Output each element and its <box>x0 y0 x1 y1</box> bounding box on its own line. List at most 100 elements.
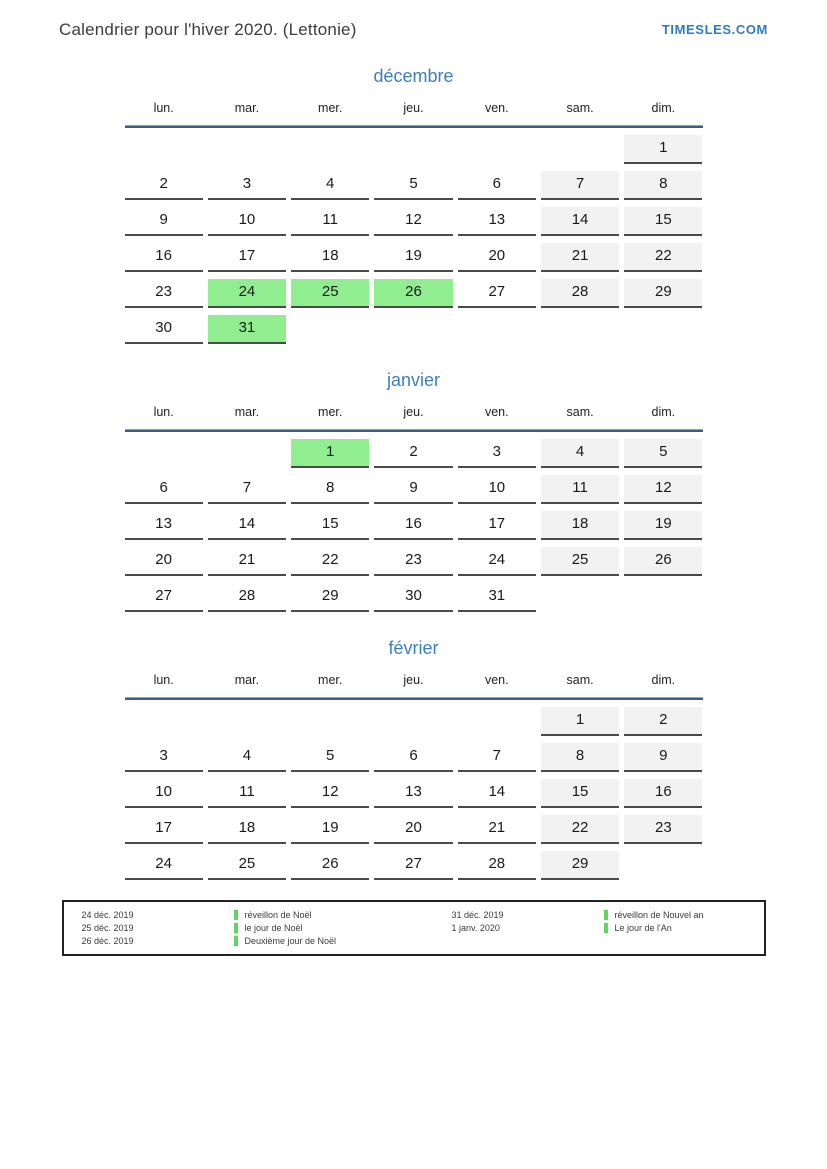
legend-label: Deuxième jour de Noël <box>244 935 337 946</box>
legend-date: 31 déc. 2019 <box>451 909 504 920</box>
day-cell: 2 <box>624 707 703 736</box>
day-cell: 26 <box>624 547 703 576</box>
holiday-marker-icon <box>603 922 608 933</box>
weekday-label: dim. <box>651 673 676 687</box>
legend-entry: 31 déc. 2019 réveillon de Nouvel an <box>434 908 764 921</box>
legend-column: 31 déc. 2019 réveillon de Nouvel an 1 janv… <box>434 908 764 947</box>
day-cell: 19 <box>624 511 703 540</box>
day-cell: 14 <box>540 207 620 236</box>
day-cell: 9 <box>124 207 203 236</box>
weekday-label: mar. <box>234 405 260 419</box>
day-cell: 8 <box>291 475 370 504</box>
weekday-label: sam. <box>566 673 594 687</box>
day-cell: 13 <box>374 779 453 808</box>
day-cell: 28 <box>207 583 287 612</box>
weekday-header: lun. mar. mer. jeu. ven. sam. dim. <box>125 673 703 697</box>
day-cell: 23 <box>374 547 453 576</box>
day-cell: 27 <box>374 851 453 880</box>
day-cell-empty <box>624 583 702 612</box>
day-cell: 26 <box>291 851 370 880</box>
day-cell: 16 <box>624 779 703 808</box>
month-title: janvier <box>386 370 441 390</box>
day-cell-empty <box>291 315 369 344</box>
legend-date: 26 déc. 2019 <box>81 935 134 946</box>
day-cell: 22 <box>624 243 703 272</box>
weekday-label: dim. <box>651 101 676 115</box>
page-title: Calendrier pour l'hiver 2020. (Lettonie) <box>59 20 357 39</box>
day-cell: 7 <box>540 171 620 200</box>
day-cell: 9 <box>374 475 453 504</box>
day-cell: 30 <box>124 315 203 344</box>
day-cell: 17 <box>457 511 536 540</box>
weekday-label: lun. <box>153 673 174 687</box>
day-cell: 29 <box>291 583 370 612</box>
month-grid: 1 2 3 4 5 6 7 8 9 10 11 12 13 14 15 16 17 18 19 20 21 22 23 24 2… <box>124 707 703 880</box>
day-cell: 3 <box>207 171 287 200</box>
day-cell: 14 <box>457 779 536 808</box>
day-cell-empty <box>125 135 203 164</box>
day-cell-empty <box>208 439 286 468</box>
day-cell: 25 <box>540 547 620 576</box>
day-cell-empty <box>374 315 452 344</box>
legend-entry: 25 déc. 2019 le jour de Noël <box>64 921 434 934</box>
day-cell: 26 <box>374 279 453 308</box>
legend-column: 24 déc. 2019 réveillon de Noël 25 déc. 201… <box>64 908 434 947</box>
day-cell: 8 <box>624 171 703 200</box>
weekday-label: jeu. <box>403 673 424 687</box>
holiday-marker-icon <box>233 909 238 920</box>
day-cell-empty <box>374 135 452 164</box>
day-cell: 23 <box>624 815 703 844</box>
holiday-marker-icon <box>603 909 608 920</box>
weekday-label: ven. <box>484 405 509 419</box>
day-cell: 3 <box>457 439 536 468</box>
weekday-separator <box>124 697 703 700</box>
day-cell: 20 <box>457 243 536 272</box>
weekday-label: lun. <box>153 405 174 419</box>
day-cell: 10 <box>457 475 536 504</box>
weekday-label: mar. <box>234 673 260 687</box>
day-cell: 1 <box>291 439 370 468</box>
weekday-label: jeu. <box>403 101 424 115</box>
brand-link[interactable]: TIMESLES.COM <box>661 22 768 37</box>
day-cell: 19 <box>374 243 453 272</box>
day-cell-empty <box>624 851 702 880</box>
weekday-label: sam. <box>566 101 594 115</box>
weekday-label: mer. <box>318 673 343 687</box>
day-cell: 22 <box>540 815 620 844</box>
day-cell: 16 <box>124 243 203 272</box>
holiday-marker-icon <box>233 935 238 946</box>
day-cell: 5 <box>374 171 453 200</box>
day-cell-empty <box>624 315 702 344</box>
day-cell: 28 <box>540 279 620 308</box>
day-cell: 12 <box>624 475 703 504</box>
day-cell-empty <box>125 707 203 736</box>
day-cell-empty <box>541 135 619 164</box>
day-cell: 31 <box>457 583 536 612</box>
legend-date: 1 janv. 2020 <box>451 922 500 933</box>
holiday-marker-icon <box>233 922 238 933</box>
day-cell: 18 <box>207 815 287 844</box>
day-cell: 24 <box>457 547 536 576</box>
day-cell: 10 <box>124 779 203 808</box>
legend-date: 24 déc. 2019 <box>81 909 134 920</box>
day-cell: 11 <box>291 207 370 236</box>
weekday-label: mar. <box>234 101 260 115</box>
day-cell: 7 <box>457 743 536 772</box>
day-cell: 16 <box>374 511 453 540</box>
day-cell: 24 <box>124 851 203 880</box>
day-cell: 2 <box>124 171 203 200</box>
day-cell: 31 <box>207 315 287 344</box>
day-cell: 21 <box>207 547 287 576</box>
day-cell-empty <box>208 707 286 736</box>
weekday-label: ven. <box>484 101 509 115</box>
weekday-label: mer. <box>318 101 343 115</box>
day-cell: 17 <box>207 243 287 272</box>
day-cell: 15 <box>624 207 703 236</box>
weekday-separator <box>124 429 703 432</box>
weekday-separator <box>124 125 703 128</box>
weekday-label: mer. <box>318 405 343 419</box>
weekday-header: lun. mar. mer. jeu. ven. sam. dim. <box>125 101 703 125</box>
day-cell: 19 <box>291 815 370 844</box>
day-cell-empty <box>291 135 369 164</box>
day-cell: 12 <box>291 779 370 808</box>
